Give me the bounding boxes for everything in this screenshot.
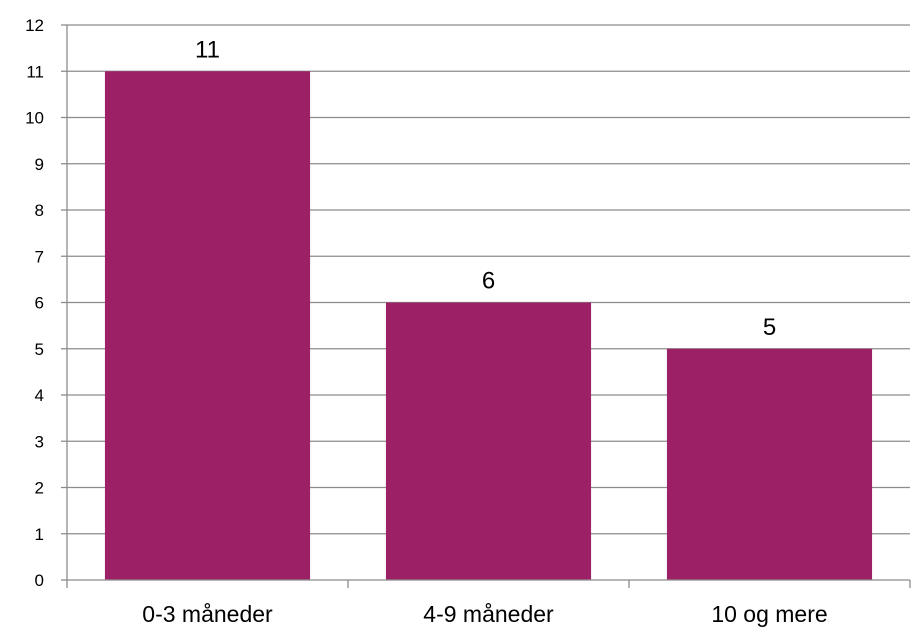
- y-tick-label: 11: [26, 62, 44, 81]
- data-label: 6: [482, 268, 495, 295]
- data-label: 5: [763, 314, 776, 341]
- x-category-label: 0-3 måneder: [142, 601, 273, 627]
- y-tick-label: 0: [35, 571, 44, 590]
- y-tick-label: 6: [35, 294, 44, 313]
- y-tick-label: 5: [35, 340, 44, 359]
- y-tick-label: 3: [35, 432, 44, 451]
- y-tick-label: 2: [35, 479, 44, 498]
- y-tick-label: 9: [35, 155, 44, 174]
- y-tick-label: 1: [35, 525, 44, 544]
- data-label: 11: [195, 36, 220, 63]
- y-tick-label: 10: [25, 109, 44, 128]
- y-tick-label: 7: [35, 247, 44, 266]
- bar: [104, 71, 311, 580]
- x-category-label: 10 og mere: [711, 601, 827, 627]
- bar: [666, 348, 873, 580]
- labels: 11 0-3 måneder 6 4-9 måneder 5 10 og mere: [142, 36, 827, 627]
- x-category-label: 4-9 måneder: [423, 601, 554, 627]
- y-tick-label: 8: [35, 201, 44, 220]
- axes: [66, 25, 911, 588]
- bars: [104, 71, 873, 580]
- bar: [385, 302, 592, 580]
- y-tick-label: 4: [35, 386, 44, 405]
- y-tick-label: 12: [25, 16, 44, 35]
